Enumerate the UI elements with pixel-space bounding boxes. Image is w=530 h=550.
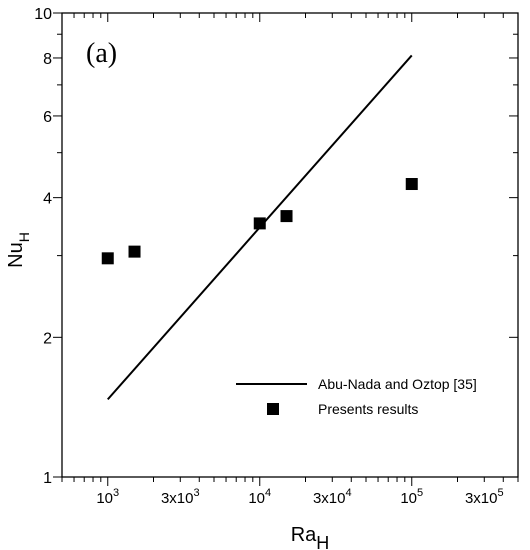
x-tick-base: 10 (96, 490, 113, 507)
x-tick-exponent: 4 (345, 487, 351, 499)
x-tick-mantissa: 3x (161, 490, 177, 507)
x-tick-base: 10 (400, 490, 417, 507)
y-tick-label: 4 (43, 191, 52, 208)
x-tick-exponent: 3 (193, 487, 199, 499)
y-tick-labels: 1 2 4 6 8 10 (34, 6, 52, 487)
x-tick-label: 105 (400, 487, 423, 507)
x-tick-base: 10 (177, 490, 194, 507)
x-tick-label: 3x105 (465, 487, 504, 507)
x-tick-base: 10 (329, 490, 346, 507)
x-tick-label: 104 (248, 487, 271, 507)
data-point-square (128, 245, 141, 258)
x-tick-mantissa: 3x (465, 490, 481, 507)
legend-square-swatch (267, 403, 279, 415)
y-axis-label: NuH (5, 232, 32, 268)
x-axis-label: RaH (291, 524, 330, 550)
x-tick-exponent: 5 (497, 487, 503, 499)
x-tick-mantissa: 3x (313, 490, 329, 507)
x-tick-label: 103 (96, 487, 119, 507)
legend: Abu-Nada and Oztop [35] Presents results (236, 376, 477, 417)
y-tick-label: 8 (43, 51, 52, 68)
y-tick-label: 1 (43, 470, 52, 487)
data-point-square (253, 217, 266, 230)
y-axis-label-sub: H (16, 232, 32, 242)
x-tick-label: 3x103 (161, 487, 200, 507)
data-point-square (405, 178, 418, 191)
y-tick-label: 10 (34, 6, 52, 23)
x-tick-exponent: 4 (265, 487, 271, 499)
y-axis-label-base: Nu (5, 242, 27, 268)
plot-frame (61, 12, 519, 478)
y-tick-label: 2 (43, 330, 52, 347)
x-axis-label-base: Ra (291, 524, 317, 546)
y-tick-label: 6 (43, 109, 52, 126)
x-tick-labels: 103 3x103 104 3x104 105 3x105 (96, 487, 503, 507)
data-point-square (101, 252, 114, 265)
data-series (101, 54, 418, 401)
legend-label-line: Abu-Nada and Oztop [35] (318, 376, 477, 392)
panel-label: (a) (86, 38, 117, 69)
x-tick-exponent: 5 (417, 487, 423, 499)
axis-ticks (53, 12, 519, 486)
x-tick-base: 10 (481, 490, 498, 507)
x-axis-label-sub: H (316, 533, 329, 550)
x-tick-label: 3x104 (313, 487, 352, 507)
legend-label-markers: Presents results (318, 401, 418, 417)
x-tick-base: 10 (248, 490, 265, 507)
data-point-square (280, 210, 293, 223)
x-tick-exponent: 3 (113, 487, 119, 499)
